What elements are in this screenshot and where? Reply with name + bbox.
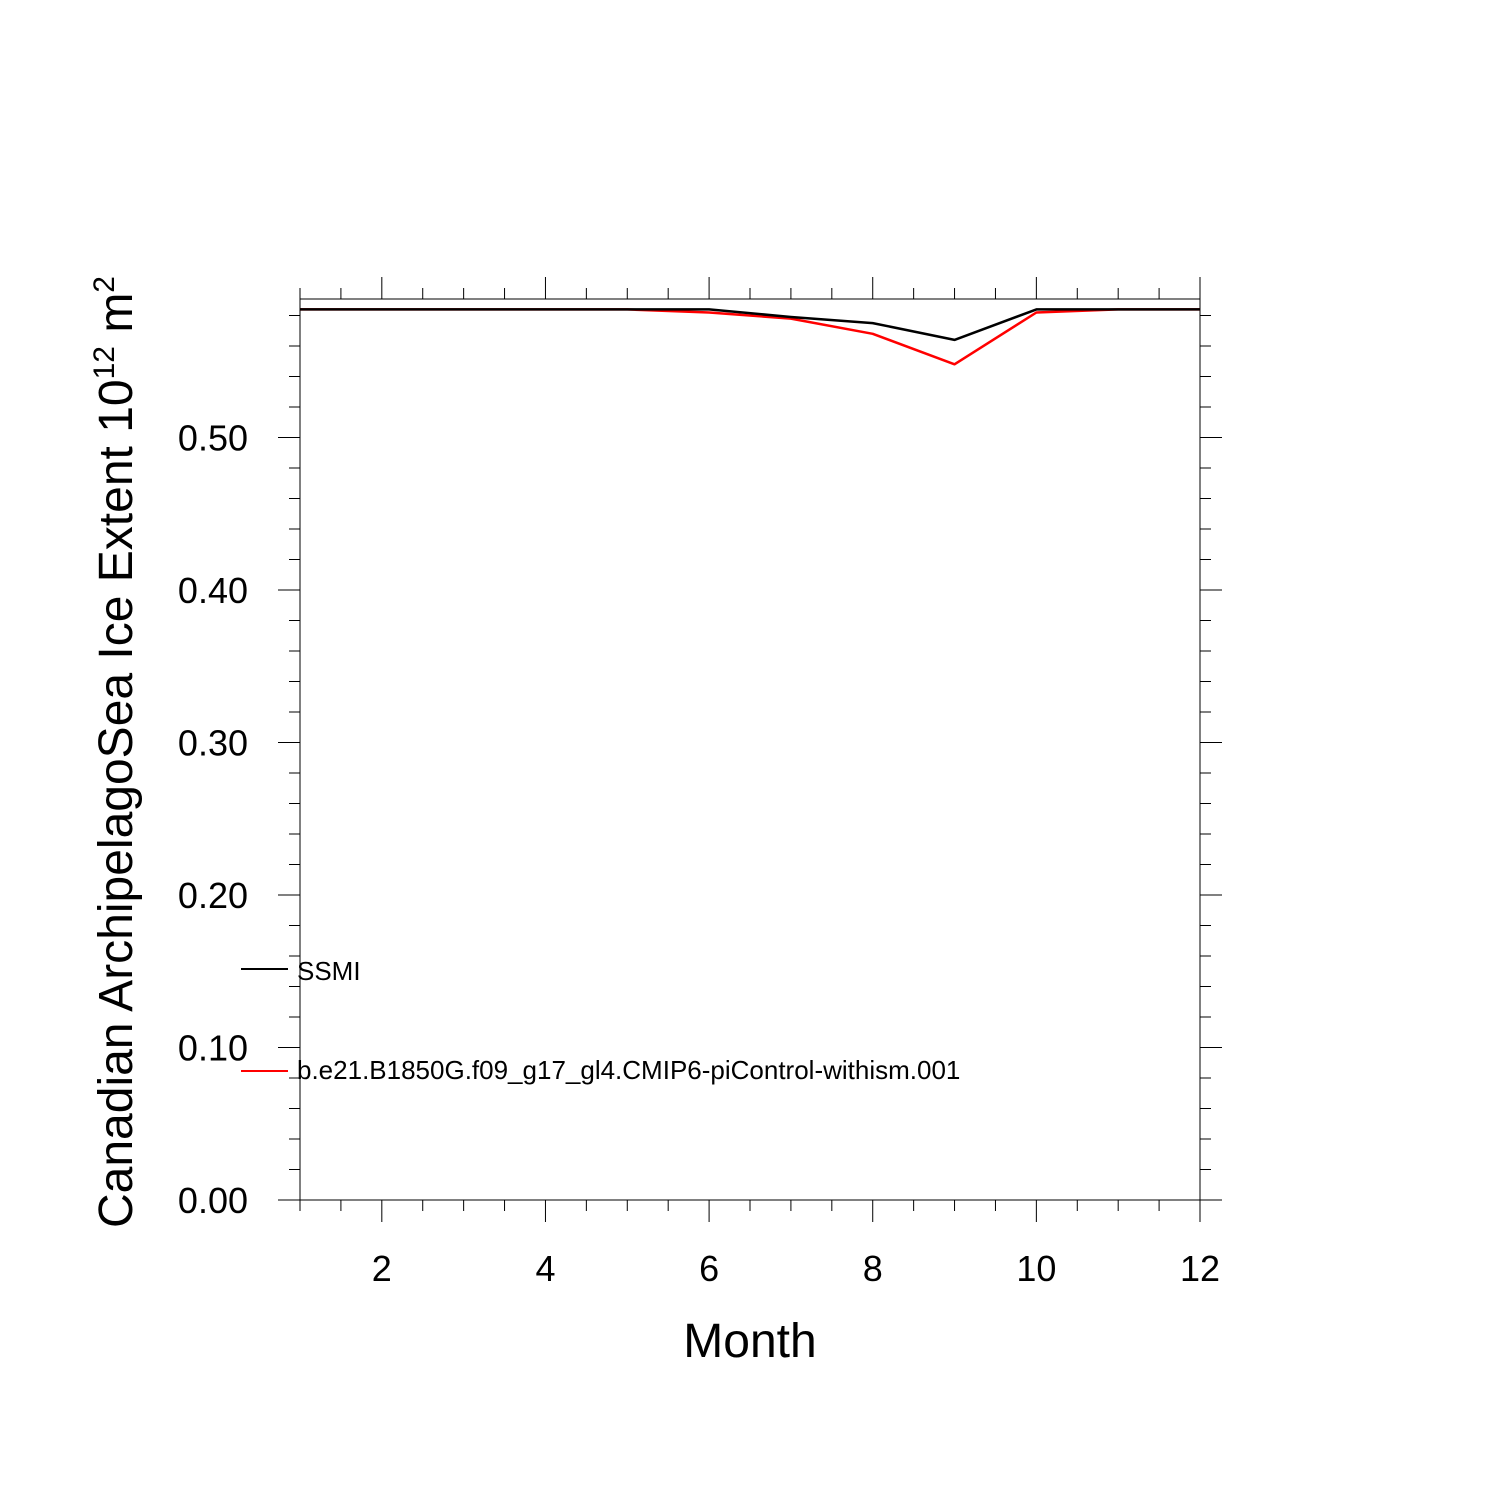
y-axis-title: Canadian ArchipelagoSea Ice Extent 1012 … (88, 276, 143, 1228)
y-axis-title-exponent-2: 2 (88, 276, 121, 293)
y-tick-label: 0.00 (178, 1180, 248, 1221)
y-tick-label: 0.10 (178, 1028, 248, 1069)
y-axis-title-prefix: Canadian ArchipelagoSea Ice Extent 10 (90, 379, 143, 1228)
series-line-ssmi (300, 308, 1200, 342)
legend-label-ssmi: SSMI (297, 956, 361, 986)
y-tick-label: 0.40 (178, 570, 248, 611)
x-tick-label: 6 (699, 1248, 719, 1289)
x-tick-labels: 2 4 6 8 10 12 (372, 1248, 1220, 1289)
legend-label-model: b.e21.B1850G.f09_g17_gl4.CMIP6-piControl… (297, 1055, 960, 1085)
y-axis-title-exponent-1: 12 (88, 346, 121, 379)
x-tick-label: 2 (372, 1248, 392, 1289)
y-tick-label: 0.50 (178, 418, 248, 459)
legend: SSMI b.e21.B1850G.f09_g17_gl4.CMIP6-piCo… (241, 956, 960, 1085)
y-axis-title-unit: m (90, 293, 143, 346)
x-tick-label: 8 (863, 1248, 883, 1289)
x-tick-label: 12 (1180, 1248, 1220, 1289)
tick-marks (278, 277, 1222, 1222)
series-lines (300, 308, 1200, 366)
y-tick-labels: 0.00 0.10 0.20 0.30 0.40 0.50 (178, 418, 248, 1222)
x-tick-label: 4 (535, 1248, 555, 1289)
series-line-model (300, 308, 1200, 366)
x-tick-label: 10 (1016, 1248, 1056, 1289)
x-axis-title: Month (683, 1315, 816, 1368)
y-tick-label: 0.20 (178, 875, 248, 916)
y-tick-label: 0.30 (178, 723, 248, 764)
